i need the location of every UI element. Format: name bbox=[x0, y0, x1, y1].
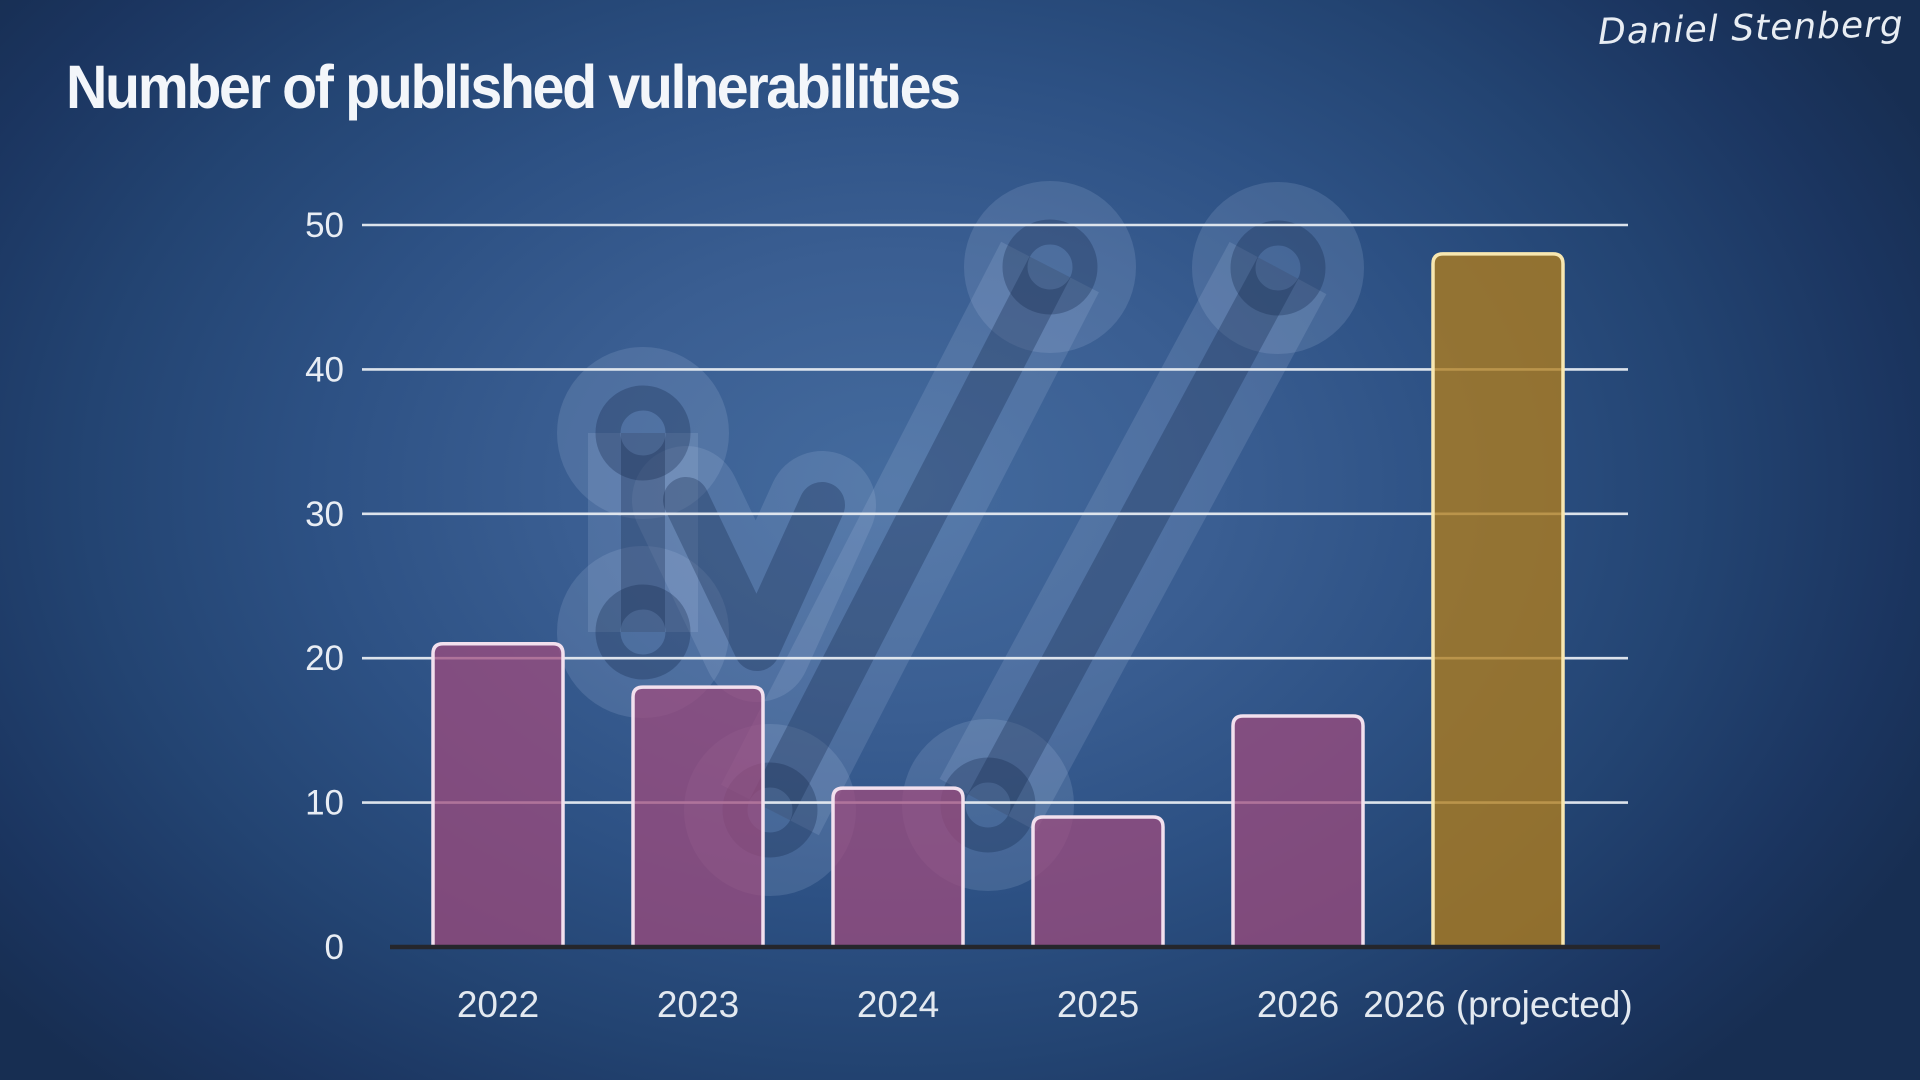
slide-title: Number of published vulnerabilities bbox=[66, 53, 961, 121]
y-tick-label-10: 10 bbox=[305, 784, 344, 823]
watermark-halo-layer bbox=[557, 181, 1364, 896]
y-tick-label-30: 30 bbox=[305, 495, 344, 534]
x-tick-label-2026-projected-: 2026 (projected) bbox=[1363, 984, 1632, 1025]
x-tick-label-2023: 2023 bbox=[657, 984, 739, 1025]
bar-2022 bbox=[431, 642, 565, 949]
bar-2026 bbox=[1231, 714, 1365, 949]
y-tick-label-50: 50 bbox=[305, 206, 344, 245]
bar-2025 bbox=[1031, 815, 1165, 949]
x-tick-label-2022: 2022 bbox=[457, 984, 539, 1025]
bar-2024 bbox=[831, 786, 965, 949]
bar-2026-projected- bbox=[1431, 252, 1565, 949]
x-tick-label-2025: 2025 bbox=[1057, 984, 1139, 1025]
y-tick-label-0: 0 bbox=[325, 928, 344, 967]
author-signature: Daniel Stenberg bbox=[1597, 4, 1905, 53]
y-tick-label-40: 40 bbox=[305, 350, 344, 389]
y-tick-label-20: 20 bbox=[305, 639, 344, 678]
bar-2023 bbox=[631, 685, 765, 949]
x-tick-label-2026: 2026 bbox=[1257, 984, 1339, 1025]
x-tick-label-2024: 2024 bbox=[857, 984, 939, 1025]
watermark-dark-layer bbox=[595, 219, 1326, 858]
